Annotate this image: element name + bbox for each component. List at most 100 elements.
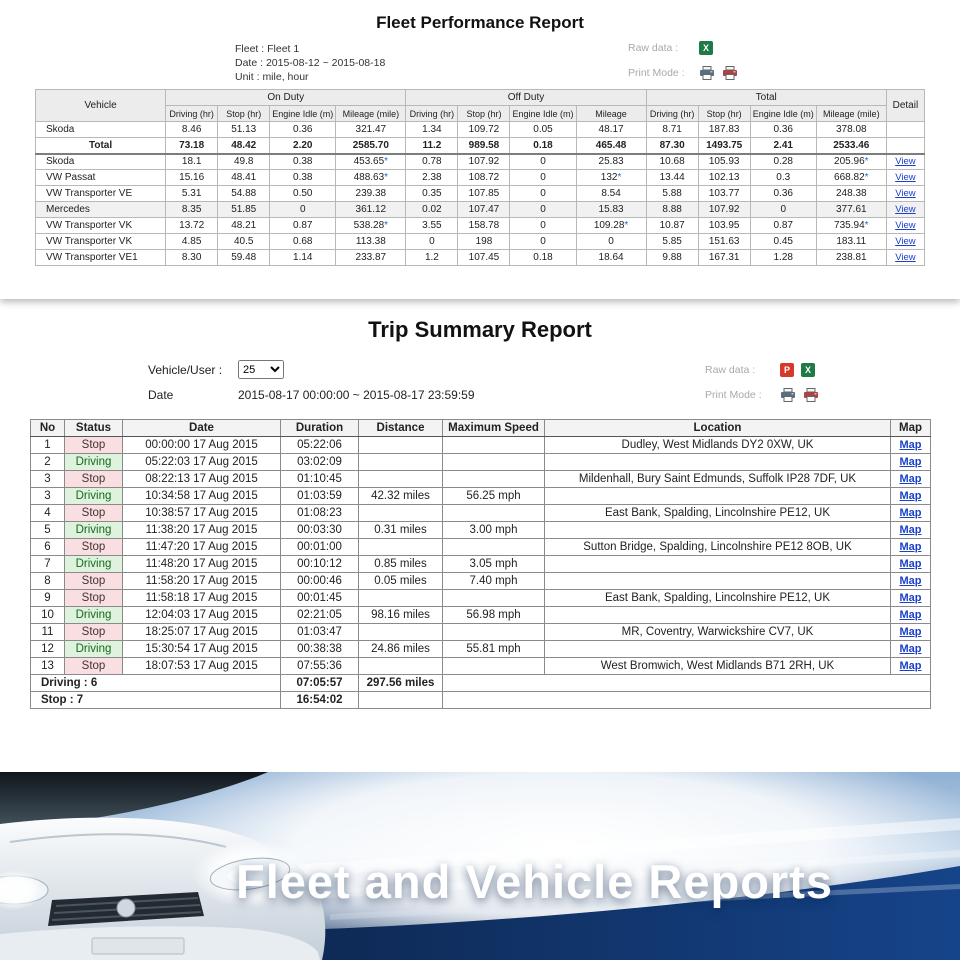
raw-data-label: Raw data : — [705, 363, 756, 376]
map-link[interactable]: Map — [899, 473, 922, 485]
excel-export-icon[interactable] — [699, 40, 713, 55]
metric-cell: 25.83 — [575, 153, 647, 170]
map-cell: Map — [890, 436, 931, 454]
pdf-export-icon[interactable] — [780, 362, 794, 377]
metric-cell: 8.71 — [645, 121, 699, 138]
detail-cell: View — [885, 201, 926, 218]
map-link[interactable]: Map — [899, 541, 922, 553]
fleet-performance-report-card: Fleet Performance Report Fleet : Fleet 1… — [0, 0, 960, 299]
map-link[interactable]: Map — [899, 558, 922, 570]
metric-cell: 10.68 — [645, 153, 699, 170]
distance-cell: 0.05 miles — [358, 572, 443, 590]
metric-cell: 0 — [749, 201, 817, 218]
distance-cell — [358, 436, 443, 454]
distance-cell — [358, 657, 443, 675]
metric-cell: 73.18 — [165, 137, 219, 154]
map-link[interactable]: Map — [899, 626, 922, 638]
map-link[interactable]: Map — [899, 524, 922, 536]
map-cell: Map — [890, 470, 931, 488]
info-label: Unit : — [235, 71, 260, 83]
map-cell: Map — [890, 487, 931, 505]
printer-red-icon[interactable] — [722, 65, 738, 80]
hero-banner: Fleet and Vehicle Reports — [0, 772, 960, 960]
status-cell: Driving — [64, 606, 123, 624]
trip-no-cell: 2 — [30, 453, 65, 471]
trip-summary-row: Driving : 6 07:05:57 297.56 miles — [30, 674, 931, 692]
metric-cell: 0.87 — [749, 217, 817, 234]
metric-cell: 113.38 — [335, 233, 407, 250]
map-link[interactable]: Map — [899, 490, 922, 502]
vehicle-name-cell: Total — [34, 137, 167, 154]
map-link[interactable]: Map — [899, 439, 922, 451]
column-header: Status — [64, 419, 123, 437]
metric-cell: 378.08 — [815, 121, 887, 138]
map-cell: Map — [890, 589, 931, 607]
map-link[interactable]: Map — [899, 575, 922, 587]
vehicle-user-select[interactable]: 25 — [238, 360, 284, 379]
view-link[interactable]: View — [895, 172, 916, 183]
metric-cell: 0.50 — [269, 185, 337, 202]
trip-no-cell: 10 — [30, 606, 65, 624]
status-cell: Stop — [64, 657, 123, 675]
map-cell: Map — [890, 657, 931, 675]
fleet-table-row: VW Transporter VK 4.85 40.5 0.68 113.38 0 198 0… — [34, 233, 926, 250]
column-header-vehicle: Vehicle — [34, 89, 167, 122]
metric-cell: 151.63 — [697, 233, 751, 250]
metric-cell: 239.38 — [335, 185, 407, 202]
metric-cell: 0.78 — [405, 153, 459, 170]
fleet-info-block: Fleet : Fleet 1 Date : 2015-08-12 ~ 2015… — [235, 42, 385, 84]
map-link[interactable]: Map — [899, 592, 922, 604]
date-cell: 15:30:54 17 Aug 2015 — [122, 640, 281, 658]
max-speed-cell — [442, 657, 545, 675]
map-link[interactable]: Map — [899, 660, 922, 672]
excel-export-icon[interactable] — [801, 362, 815, 377]
column-header: Mileage (mile) — [815, 105, 887, 122]
column-header: Map — [890, 419, 931, 437]
metric-cell: 103.77 — [697, 185, 751, 202]
map-link[interactable]: Map — [899, 456, 922, 468]
duration-cell: 00:38:38 — [280, 640, 359, 658]
map-link[interactable]: Map — [899, 507, 922, 519]
fleet-export-block: Raw data : Print Mode : — [628, 35, 738, 85]
metric-cell: 48.41 — [217, 169, 271, 186]
metric-cell: 248.38 — [815, 185, 887, 202]
view-link[interactable]: View — [895, 236, 916, 247]
metric-cell: 1493.75 — [697, 137, 751, 154]
fleet-table-row: Skoda 18.1 49.8 0.38 453.65* 0.78 107.92 0 25.83… — [34, 153, 926, 170]
metric-cell: 87.30 — [645, 137, 699, 154]
vehicle-name-cell: VW Transporter VK — [34, 217, 167, 234]
fleet-info-date: Date : 2015-08-12 ~ 2015-08-18 — [235, 56, 385, 70]
view-link[interactable]: View — [895, 204, 916, 215]
metric-cell: 2.38 — [405, 169, 459, 186]
date-cell: 12:04:03 17 Aug 2015 — [122, 606, 281, 624]
column-group-off-duty: Off Duty — [405, 89, 647, 106]
metric-cell: 0.02 — [405, 201, 459, 218]
metric-cell: 0.28 — [749, 153, 817, 170]
view-link[interactable]: View — [895, 188, 916, 199]
view-link[interactable]: View — [895, 220, 916, 231]
max-speed-cell: 7.40 mph — [442, 572, 545, 590]
date-cell: 11:47:20 17 Aug 2015 — [122, 538, 281, 556]
fleet-table-row: Skoda 8.46 51.13 0.36 321.47 1.34 109.72 0.05 48… — [34, 121, 926, 138]
trip-table-row: 2 Driving 05:22:03 17 Aug 2015 03:02:09 Map — [30, 453, 931, 471]
distance-cell: 42.32 miles — [358, 487, 443, 505]
printer-red-icon[interactable] — [803, 387, 819, 402]
metric-cell: 233.87 — [335, 249, 407, 266]
view-link[interactable]: View — [895, 156, 916, 168]
map-link[interactable]: Map — [899, 643, 922, 655]
trip-table-row: 12 Driving 15:30:54 17 Aug 2015 00:38:38 24.… — [30, 640, 931, 658]
metric-cell: 15.83 — [575, 201, 647, 218]
vehicle-name-cell: Skoda — [34, 153, 167, 170]
printer-icon[interactable] — [699, 65, 715, 80]
map-link[interactable]: Map — [899, 609, 922, 621]
metric-cell: 321.47 — [335, 121, 407, 138]
map-cell: Map — [890, 538, 931, 556]
info-value: 2015-08-12 ~ 2015-08-18 — [265, 57, 386, 69]
printer-icon[interactable] — [780, 387, 796, 402]
trip-controls: Vehicle/User : 25 Date 2015-08-17 00:00:… — [148, 357, 960, 415]
date-cell: 00:00:00 17 Aug 2015 — [122, 436, 281, 454]
metric-cell: 11.2 — [405, 137, 459, 154]
location-cell: Sutton Bridge, Spalding, Lincolnshire PE… — [544, 538, 891, 556]
vehicle-name-cell: VW Transporter VE1 — [34, 249, 167, 266]
view-link[interactable]: View — [895, 252, 916, 263]
